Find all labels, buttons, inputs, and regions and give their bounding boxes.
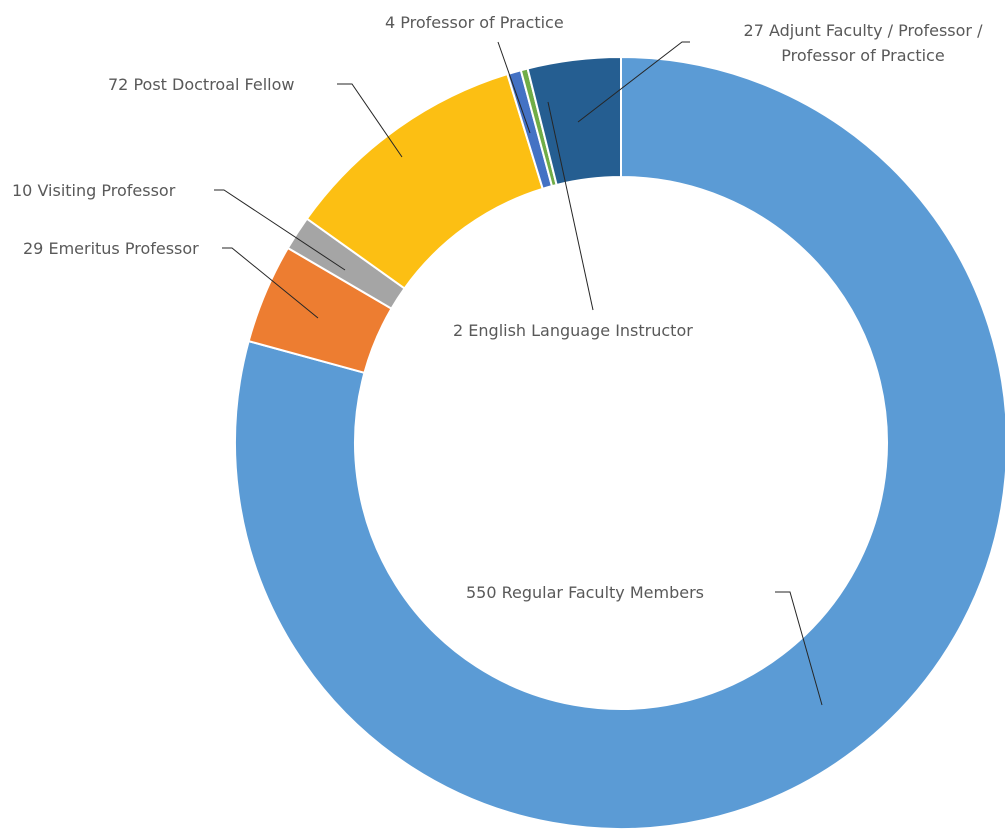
data-label: 10 Visiting Professor	[12, 178, 175, 203]
leader-line	[222, 247, 319, 319]
label-value: 550	[466, 583, 497, 602]
label-value: 2	[453, 321, 464, 340]
label-category: Emeritus Professor	[48, 239, 199, 258]
label-category: Regular Faculty Members	[501, 583, 704, 602]
label-category: Adjunt Faculty / Professor / Professor o…	[768, 21, 983, 65]
data-label: 4 Professor of Practice	[385, 10, 564, 35]
label-category: Professor of Practice	[400, 13, 564, 32]
label-value: 4	[385, 13, 396, 32]
leader-line	[214, 189, 346, 271]
label-value: 29	[23, 239, 44, 258]
label-value: 10	[12, 181, 33, 200]
data-label: 550 Regular Faculty Members	[466, 580, 704, 605]
data-label: 72 Post Doctroal Fellow	[108, 72, 294, 97]
label-category: English Language Instructor	[468, 321, 693, 340]
leader-line	[577, 41, 690, 123]
leader-line	[547, 101, 594, 311]
data-label: 2 English Language Instructor	[453, 318, 693, 343]
label-value: 27	[743, 21, 764, 40]
label-category: Post Doctroal Fellow	[133, 75, 295, 94]
leader-line	[337, 83, 403, 158]
leader-line	[497, 41, 531, 134]
data-label: 27 Adjunt Faculty / Professor / Professo…	[718, 18, 1005, 68]
label-category: Visiting Professor	[37, 181, 176, 200]
leader-line	[775, 591, 823, 706]
data-label: 29 Emeritus Professor	[23, 236, 199, 261]
label-value: 72	[108, 75, 129, 94]
donut-slice	[526, 55, 622, 187]
donut-slice	[234, 55, 1005, 830]
